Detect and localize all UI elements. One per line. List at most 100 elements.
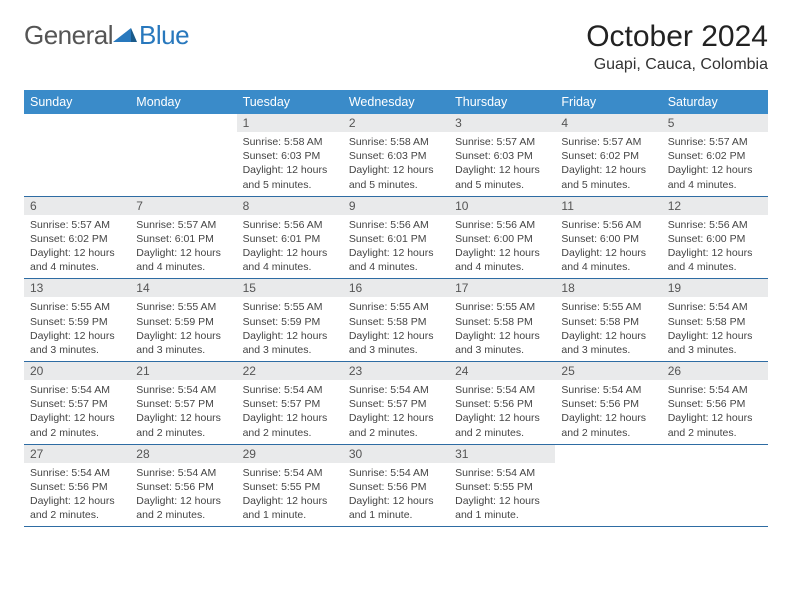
calendar-row: 6Sunrise: 5:57 AMSunset: 6:02 PMDaylight… xyxy=(24,196,768,279)
calendar-cell: 30Sunrise: 5:54 AMSunset: 5:56 PMDayligh… xyxy=(343,444,449,527)
calendar-table: Sunday Monday Tuesday Wednesday Thursday… xyxy=(24,90,768,527)
day-number: 18 xyxy=(555,279,661,297)
day-number: 20 xyxy=(24,362,130,380)
calendar-cell: 20Sunrise: 5:54 AMSunset: 5:57 PMDayligh… xyxy=(24,362,130,445)
calendar-cell: 22Sunrise: 5:54 AMSunset: 5:57 PMDayligh… xyxy=(237,362,343,445)
calendar-cell: .. xyxy=(555,444,661,527)
day-info: Sunrise: 5:56 AMSunset: 6:01 PMDaylight:… xyxy=(237,215,343,279)
calendar-cell: 7Sunrise: 5:57 AMSunset: 6:01 PMDaylight… xyxy=(130,196,236,279)
day-number: 6 xyxy=(24,197,130,215)
day-number: 30 xyxy=(343,445,449,463)
day-info: Sunrise: 5:57 AMSunset: 6:02 PMDaylight:… xyxy=(662,132,768,196)
day-number: 14 xyxy=(130,279,236,297)
weekday-header: Friday xyxy=(555,90,661,114)
day-info: Sunrise: 5:58 AMSunset: 6:03 PMDaylight:… xyxy=(343,132,449,196)
calendar-cell: 2Sunrise: 5:58 AMSunset: 6:03 PMDaylight… xyxy=(343,114,449,196)
day-info: Sunrise: 5:55 AMSunset: 5:58 PMDaylight:… xyxy=(555,297,661,361)
day-number: 29 xyxy=(237,445,343,463)
weekday-header: Saturday xyxy=(662,90,768,114)
calendar-cell: 4Sunrise: 5:57 AMSunset: 6:02 PMDaylight… xyxy=(555,114,661,196)
day-info: Sunrise: 5:56 AMSunset: 6:01 PMDaylight:… xyxy=(343,215,449,279)
day-info: Sunrise: 5:57 AMSunset: 6:02 PMDaylight:… xyxy=(24,215,130,279)
calendar-cell: 5Sunrise: 5:57 AMSunset: 6:02 PMDaylight… xyxy=(662,114,768,196)
calendar-cell: 26Sunrise: 5:54 AMSunset: 5:56 PMDayligh… xyxy=(662,362,768,445)
day-info: Sunrise: 5:54 AMSunset: 5:55 PMDaylight:… xyxy=(449,463,555,527)
day-info: Sunrise: 5:55 AMSunset: 5:59 PMDaylight:… xyxy=(130,297,236,361)
logo-text-general: General xyxy=(24,20,113,51)
weekday-header: Tuesday xyxy=(237,90,343,114)
calendar-cell: 17Sunrise: 5:55 AMSunset: 5:58 PMDayligh… xyxy=(449,279,555,362)
day-info: Sunrise: 5:57 AMSunset: 6:01 PMDaylight:… xyxy=(130,215,236,279)
day-number: 13 xyxy=(24,279,130,297)
day-number: 7 xyxy=(130,197,236,215)
day-info: Sunrise: 5:54 AMSunset: 5:57 PMDaylight:… xyxy=(343,380,449,444)
weekday-header: Thursday xyxy=(449,90,555,114)
day-info: Sunrise: 5:56 AMSunset: 6:00 PMDaylight:… xyxy=(662,215,768,279)
day-info: Sunrise: 5:57 AMSunset: 6:03 PMDaylight:… xyxy=(449,132,555,196)
title-block: October 2024 Guapi, Cauca, Colombia xyxy=(586,20,768,74)
day-info: Sunrise: 5:54 AMSunset: 5:56 PMDaylight:… xyxy=(343,463,449,527)
day-number: 27 xyxy=(24,445,130,463)
weekday-header-row: Sunday Monday Tuesday Wednesday Thursday… xyxy=(24,90,768,114)
calendar-cell: 6Sunrise: 5:57 AMSunset: 6:02 PMDaylight… xyxy=(24,196,130,279)
calendar-cell: 15Sunrise: 5:55 AMSunset: 5:59 PMDayligh… xyxy=(237,279,343,362)
calendar-cell: 21Sunrise: 5:54 AMSunset: 5:57 PMDayligh… xyxy=(130,362,236,445)
calendar-cell: .. xyxy=(24,114,130,196)
day-number: 10 xyxy=(449,197,555,215)
day-number: 28 xyxy=(130,445,236,463)
calendar-row: 27Sunrise: 5:54 AMSunset: 5:56 PMDayligh… xyxy=(24,444,768,527)
day-number: 4 xyxy=(555,114,661,132)
day-number: 25 xyxy=(555,362,661,380)
day-info: Sunrise: 5:54 AMSunset: 5:56 PMDaylight:… xyxy=(662,380,768,444)
calendar-cell: 19Sunrise: 5:54 AMSunset: 5:58 PMDayligh… xyxy=(662,279,768,362)
day-info: Sunrise: 5:55 AMSunset: 5:59 PMDaylight:… xyxy=(237,297,343,361)
day-number: 17 xyxy=(449,279,555,297)
calendar-row: ....1Sunrise: 5:58 AMSunset: 6:03 PMDayl… xyxy=(24,114,768,196)
day-info: Sunrise: 5:54 AMSunset: 5:56 PMDaylight:… xyxy=(555,380,661,444)
day-info: Sunrise: 5:54 AMSunset: 5:56 PMDaylight:… xyxy=(130,463,236,527)
day-info: Sunrise: 5:55 AMSunset: 5:58 PMDaylight:… xyxy=(343,297,449,361)
day-number: 12 xyxy=(662,197,768,215)
weekday-header: Wednesday xyxy=(343,90,449,114)
day-info: Sunrise: 5:57 AMSunset: 6:02 PMDaylight:… xyxy=(555,132,661,196)
day-number: 3 xyxy=(449,114,555,132)
calendar-cell: 25Sunrise: 5:54 AMSunset: 5:56 PMDayligh… xyxy=(555,362,661,445)
day-info: Sunrise: 5:54 AMSunset: 5:57 PMDaylight:… xyxy=(237,380,343,444)
calendar-cell: 11Sunrise: 5:56 AMSunset: 6:00 PMDayligh… xyxy=(555,196,661,279)
day-info: Sunrise: 5:55 AMSunset: 5:58 PMDaylight:… xyxy=(449,297,555,361)
day-info: Sunrise: 5:54 AMSunset: 5:57 PMDaylight:… xyxy=(24,380,130,444)
day-info: Sunrise: 5:54 AMSunset: 5:56 PMDaylight:… xyxy=(449,380,555,444)
calendar-cell: 12Sunrise: 5:56 AMSunset: 6:00 PMDayligh… xyxy=(662,196,768,279)
day-number: 21 xyxy=(130,362,236,380)
calendar-cell: 16Sunrise: 5:55 AMSunset: 5:58 PMDayligh… xyxy=(343,279,449,362)
day-number: 31 xyxy=(449,445,555,463)
day-number: 24 xyxy=(449,362,555,380)
calendar-cell: 8Sunrise: 5:56 AMSunset: 6:01 PMDaylight… xyxy=(237,196,343,279)
day-info: Sunrise: 5:54 AMSunset: 5:56 PMDaylight:… xyxy=(24,463,130,527)
calendar-row: 20Sunrise: 5:54 AMSunset: 5:57 PMDayligh… xyxy=(24,362,768,445)
day-number: 9 xyxy=(343,197,449,215)
calendar-cell: .. xyxy=(662,444,768,527)
calendar-cell: 23Sunrise: 5:54 AMSunset: 5:57 PMDayligh… xyxy=(343,362,449,445)
calendar-cell: 3Sunrise: 5:57 AMSunset: 6:03 PMDaylight… xyxy=(449,114,555,196)
day-info: Sunrise: 5:55 AMSunset: 5:59 PMDaylight:… xyxy=(24,297,130,361)
day-info: Sunrise: 5:54 AMSunset: 5:58 PMDaylight:… xyxy=(662,297,768,361)
logo-triangle-icon xyxy=(113,24,137,42)
calendar-row: 13Sunrise: 5:55 AMSunset: 5:59 PMDayligh… xyxy=(24,279,768,362)
logo: General Blue xyxy=(24,20,189,51)
day-number: 5 xyxy=(662,114,768,132)
day-number: 2 xyxy=(343,114,449,132)
calendar-cell: 14Sunrise: 5:55 AMSunset: 5:59 PMDayligh… xyxy=(130,279,236,362)
day-info: Sunrise: 5:56 AMSunset: 6:00 PMDaylight:… xyxy=(449,215,555,279)
day-info: Sunrise: 5:54 AMSunset: 5:55 PMDaylight:… xyxy=(237,463,343,527)
day-number: 1 xyxy=(237,114,343,132)
day-number: 23 xyxy=(343,362,449,380)
calendar-cell: 27Sunrise: 5:54 AMSunset: 5:56 PMDayligh… xyxy=(24,444,130,527)
location: Guapi, Cauca, Colombia xyxy=(586,56,768,74)
day-number: 26 xyxy=(662,362,768,380)
day-info: Sunrise: 5:56 AMSunset: 6:00 PMDaylight:… xyxy=(555,215,661,279)
calendar-cell: 9Sunrise: 5:56 AMSunset: 6:01 PMDaylight… xyxy=(343,196,449,279)
calendar-cell: 29Sunrise: 5:54 AMSunset: 5:55 PMDayligh… xyxy=(237,444,343,527)
day-number: 22 xyxy=(237,362,343,380)
day-info: Sunrise: 5:58 AMSunset: 6:03 PMDaylight:… xyxy=(237,132,343,196)
